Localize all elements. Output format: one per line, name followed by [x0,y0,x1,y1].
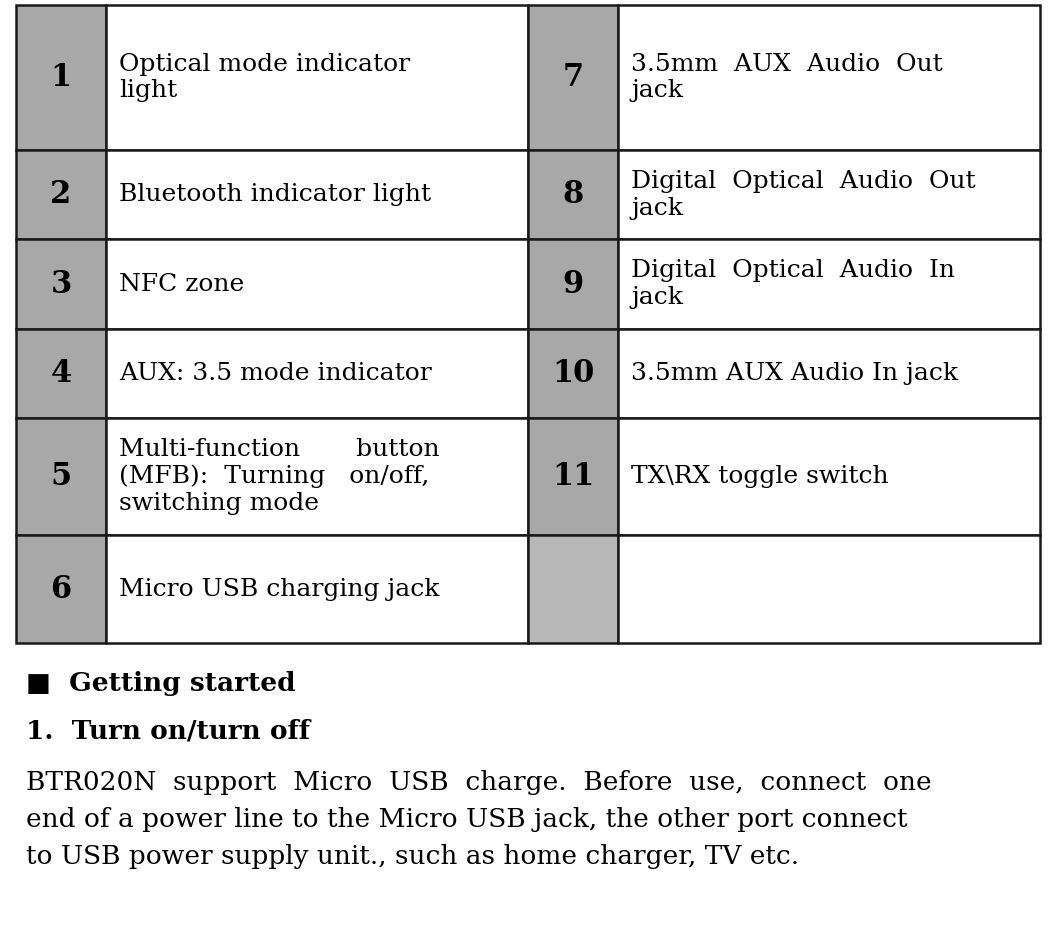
Bar [107,535,528,643]
Text: Optical mode indicator
light: Optical mode indicator light [119,53,410,102]
Bar [619,239,1040,329]
Text: TX\RX toggle switch: TX\RX toggle switch [631,465,889,488]
Text: 9: 9 [563,269,584,300]
Text: 11: 11 [552,461,595,492]
Bar [619,150,1040,239]
Bar [107,5,528,150]
Bar [16,535,107,643]
Text: BTR020N  support  Micro  USB  charge.  Before  use,  connect  one
end of a power: BTR020N support Micro USB charge. Before… [26,770,932,869]
Text: 1: 1 [51,62,72,93]
Bar [619,418,1040,535]
Bar [528,535,619,643]
Text: 3: 3 [51,269,72,300]
Bar [16,329,107,418]
Text: 5: 5 [51,461,72,492]
Text: NFC zone: NFC zone [119,272,244,296]
Bar [16,418,107,535]
Bar [16,150,107,239]
Bar [528,150,619,239]
Text: 2: 2 [51,179,72,210]
Bar [107,418,528,535]
Bar [619,5,1040,150]
Text: 6: 6 [51,574,72,605]
Text: 1.  Turn on/turn off: 1. Turn on/turn off [26,718,310,744]
Text: 3.5mm AUX Audio In jack: 3.5mm AUX Audio In jack [631,362,958,385]
Text: 10: 10 [552,358,595,389]
Text: Digital  Optical  Audio  Out
jack: Digital Optical Audio Out jack [631,170,976,220]
Bar [528,5,619,150]
Text: Multi-function       button
(MFB):  Turning   on/off,
switching mode: Multi-function button (MFB): Turning on/… [119,439,439,515]
Bar [107,329,528,418]
Text: 8: 8 [563,179,584,210]
Text: Digital  Optical  Audio  In
jack: Digital Optical Audio In jack [631,259,955,309]
Bar [16,5,107,150]
Text: ■  Getting started: ■ Getting started [26,671,296,697]
Text: Micro USB charging jack: Micro USB charging jack [119,577,439,601]
Bar [619,329,1040,418]
Text: AUX: 3.5 mode indicator: AUX: 3.5 mode indicator [119,362,432,385]
Text: 7: 7 [563,62,584,93]
Bar [619,535,1040,643]
Text: Bluetooth indicator light: Bluetooth indicator light [119,183,431,207]
Text: 3.5mm  AUX  Audio  Out
jack: 3.5mm AUX Audio Out jack [631,53,943,102]
Bar [16,239,107,329]
Bar [528,239,619,329]
Bar [528,329,619,418]
Bar [107,239,528,329]
Text: 4: 4 [51,358,72,389]
Bar [107,150,528,239]
Bar [528,418,619,535]
